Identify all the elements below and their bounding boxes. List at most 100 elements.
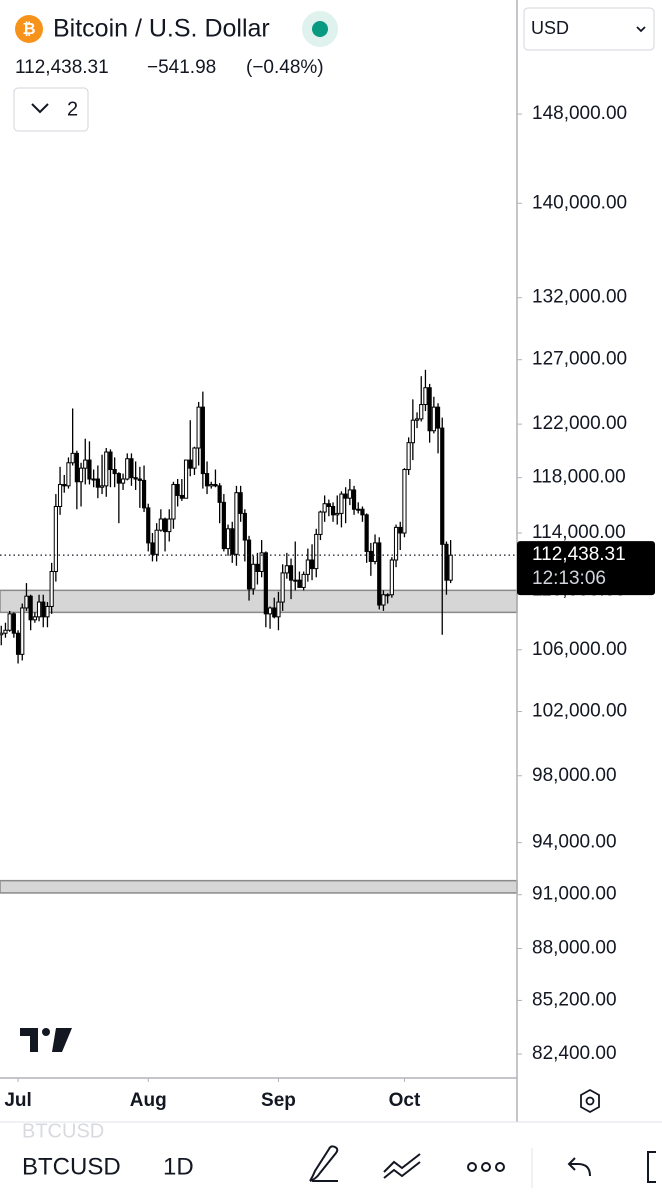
- y-tick-label: 127,000.00: [532, 349, 627, 370]
- toolbar-interval[interactable]: 1D: [163, 1153, 194, 1180]
- candle-body: [11, 613, 16, 634]
- y-tick-label: 82,400.00: [532, 1043, 617, 1064]
- y-tick-label: 118,000.00: [532, 467, 626, 488]
- y-tick-label: 85,200.00: [532, 989, 617, 1010]
- candle-body: [150, 542, 155, 555]
- candle-body: [74, 452, 79, 483]
- candle-body: [133, 477, 138, 480]
- y-tick-label: 106,000.00: [532, 639, 627, 660]
- candle-body: [368, 550, 373, 562]
- candle-body: [141, 479, 147, 509]
- candle-body: [120, 478, 126, 484]
- candle-body: [360, 508, 365, 516]
- header-change-percent: (−0.48%): [246, 57, 324, 78]
- currency-select[interactable]: [523, 7, 655, 51]
- candle-body: [192, 447, 197, 469]
- candle-body: [272, 607, 277, 618]
- x-tick-label: Aug: [130, 1090, 167, 1111]
- candle-body: [28, 595, 33, 621]
- price-axis: 148,000.00 140,000.00 132,000.00 127,000.00…: [4, 103, 655, 1111]
- candle-body: [276, 601, 281, 618]
- candle-body: [209, 483, 214, 487]
- candle-body: [49, 570, 54, 607]
- candle-body: [393, 526, 399, 561]
- candle-body: [188, 459, 193, 469]
- x-tick-label: Oct: [389, 1090, 421, 1111]
- candle-body: [137, 478, 142, 481]
- candle-body: [259, 552, 264, 572]
- candle-body: [200, 406, 205, 475]
- indicator-count[interactable]: 2: [67, 98, 78, 120]
- support-zone: [0, 589, 518, 614]
- candle-body: [448, 554, 453, 581]
- candle-body: [217, 485, 222, 503]
- indicators-button[interactable]: [13, 87, 89, 132]
- candle-body: [255, 563, 260, 572]
- candle-body: [322, 503, 327, 513]
- settings-icon[interactable]: [580, 1088, 600, 1114]
- last-price-box: [517, 541, 655, 596]
- header-price: 112,438.31: [15, 57, 109, 78]
- candle-body: [20, 607, 25, 655]
- candle-body: [381, 594, 386, 606]
- candle-body: [108, 451, 113, 471]
- fullscreen-icon[interactable]: [647, 1151, 656, 1183]
- undo-icon[interactable]: [567, 1157, 591, 1177]
- candle-body: [318, 511, 323, 535]
- candle-body: [293, 579, 298, 582]
- y-tick-label: 132,000.00: [532, 287, 627, 308]
- settings-icon-center: [585, 1096, 595, 1106]
- currency-label[interactable]: USD: [531, 18, 569, 38]
- candle-body: [91, 478, 96, 481]
- candle-body: [78, 467, 84, 483]
- candle-body: [406, 442, 411, 471]
- candle-body: [297, 579, 302, 588]
- candle-body: [246, 539, 252, 590]
- candle-body: [3, 629, 8, 634]
- y-tick-label: 140,000.00: [532, 192, 627, 213]
- candle-body: [301, 573, 306, 588]
- coin-glyph: ₿: [22, 20, 35, 38]
- candle-body: [171, 483, 176, 520]
- candle-body: [423, 387, 428, 406]
- candle-body: [129, 458, 134, 479]
- candle-body: [225, 528, 231, 550]
- select-chevron: [636, 26, 646, 33]
- candle-body: [251, 563, 256, 590]
- indicators-icon[interactable]: [383, 1153, 421, 1179]
- candle-body: [221, 501, 226, 550]
- candle-body: [427, 387, 432, 432]
- candle-body: [32, 616, 37, 621]
- draw-icon[interactable]: [309, 1145, 339, 1182]
- toolbar-symbol[interactable]: BTCUSD: [22, 1153, 121, 1180]
- candle-body: [314, 533, 319, 570]
- y-tick-label: 122,000.00: [532, 413, 627, 434]
- candle-body: [24, 595, 29, 609]
- candle-body: [356, 508, 361, 511]
- more-icon[interactable]: [467, 1162, 505, 1172]
- chevron-icon: [31, 103, 49, 114]
- y-tick-label: 94,000.00: [532, 832, 617, 853]
- candle-body: [343, 493, 348, 499]
- candle-body: [326, 503, 331, 507]
- candle-body: [435, 406, 441, 429]
- candle-body: [305, 559, 310, 575]
- candle-body: [385, 594, 390, 597]
- y-tick-label: 114,000.00: [532, 522, 626, 543]
- candle-body: [183, 459, 189, 499]
- x-tick-label: Jul: [4, 1090, 31, 1111]
- candle-body: [242, 512, 247, 541]
- tv-logo: [20, 1028, 72, 1052]
- candle-body: [431, 406, 436, 432]
- candle-body: [414, 418, 420, 421]
- candle-body: [196, 406, 201, 449]
- symbol-title: Bitcoin / U.S. Dollar: [53, 15, 270, 43]
- candle-body: [41, 601, 46, 618]
- candle-body: [66, 462, 71, 487]
- candle-body: [402, 469, 407, 534]
- candle-body: [419, 404, 424, 420]
- candle-body: [284, 565, 289, 574]
- candle-body: [146, 507, 151, 544]
- candle-body: [125, 458, 130, 480]
